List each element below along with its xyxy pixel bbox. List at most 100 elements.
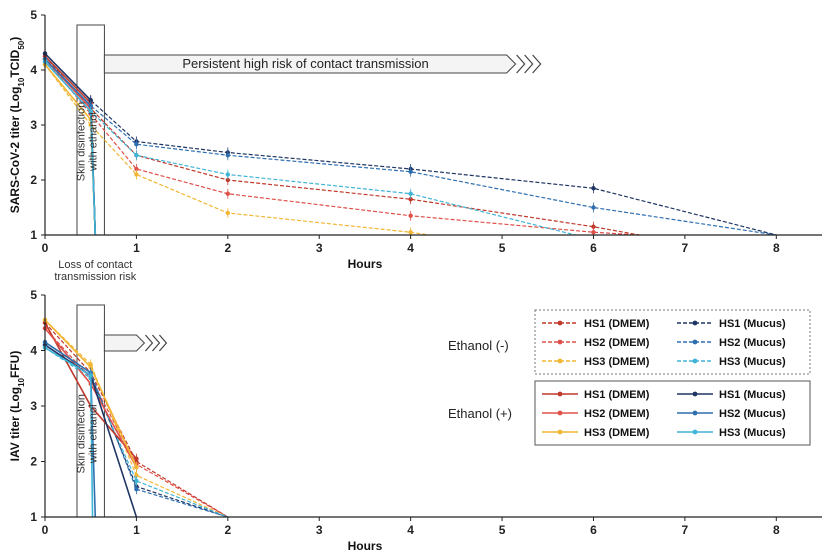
x-tick-label: 4 xyxy=(407,241,414,255)
data-point xyxy=(88,364,93,370)
x-axis-title: Hours xyxy=(348,257,383,271)
y-axis-title: IAV titer (Log10FFU) xyxy=(8,351,26,462)
data-point xyxy=(591,224,596,229)
data-point xyxy=(408,230,413,235)
chevron-icon xyxy=(151,334,161,352)
data-point xyxy=(591,230,596,235)
risk-banner-arrow xyxy=(103,334,146,352)
data-point xyxy=(134,456,139,461)
x-tick-label: 3 xyxy=(316,523,323,537)
x-tick-label: 0 xyxy=(42,523,49,537)
data-point xyxy=(408,197,413,202)
series-line xyxy=(44,58,777,236)
series-hs3-mucus--no-ethanol xyxy=(42,56,576,236)
y-tick-label: 3 xyxy=(30,118,37,132)
legend-label: HS1 (Mucus) xyxy=(719,389,786,401)
panel-b-series xyxy=(42,314,229,518)
x-tick-label: 0 xyxy=(42,241,49,255)
y-tick-label: 5 xyxy=(30,8,37,22)
chevron-icon xyxy=(144,334,154,352)
series-hs3-mucus--ethanol xyxy=(42,56,97,236)
data-point xyxy=(88,103,93,108)
data-point xyxy=(408,169,413,174)
x-tick-label: 4 xyxy=(407,523,414,537)
y-tick-label: 2 xyxy=(30,173,37,187)
legend-item: HS1 (Mucus) xyxy=(677,389,786,401)
legend-item: HS2 (DMEM) xyxy=(542,408,650,420)
legend-marker xyxy=(692,391,698,397)
data-point xyxy=(134,166,139,172)
legend-group-ethanol-plus: Ethanol (+) xyxy=(448,406,512,421)
series-line xyxy=(44,327,229,518)
legend-label: HS3 (DMEM) xyxy=(584,356,650,368)
data-point xyxy=(134,172,139,177)
legend-label: HS1 (DMEM) xyxy=(584,389,650,401)
legend-label: HS3 (DMEM) xyxy=(584,427,650,439)
series-line xyxy=(44,53,777,236)
disinfection-note-line2: with ethanol xyxy=(88,112,100,172)
panel-a-series xyxy=(42,48,777,238)
data-point xyxy=(134,478,139,484)
legend-marker xyxy=(557,320,563,326)
data-point xyxy=(134,473,139,478)
legend-item: HS2 (Mucus) xyxy=(677,337,786,349)
legend-item: HS1 (DMEM) xyxy=(542,318,650,330)
x-tick-label: 7 xyxy=(682,241,689,255)
x-tick-label: 1 xyxy=(133,523,140,537)
x-tick-label: 3 xyxy=(316,241,323,255)
chevron-icon xyxy=(158,334,168,352)
legend-marker xyxy=(557,391,563,397)
legend-item: HS1 (DMEM) xyxy=(542,389,650,401)
legend-item: HS2 (Mucus) xyxy=(677,408,786,420)
chevron-icon xyxy=(524,54,534,74)
legend-marker xyxy=(692,339,698,345)
data-point xyxy=(88,373,93,378)
chevron-icon xyxy=(532,54,542,74)
x-tick-label: 8 xyxy=(773,241,780,255)
data-point xyxy=(591,186,596,191)
x-tick-label: 6 xyxy=(590,241,597,255)
x-tick-label: 2 xyxy=(224,241,231,255)
legend-item: HS3 (DMEM) xyxy=(542,356,650,368)
x-axis-title: Hours xyxy=(348,539,383,553)
y-axis-title: SARS-CoV-2 titer (Log10TCID50) xyxy=(8,37,26,213)
legend-marker xyxy=(557,429,563,435)
data-point xyxy=(225,177,231,183)
loss-note-line2: transmission risk xyxy=(54,271,136,283)
series-line xyxy=(44,55,640,236)
data-point xyxy=(225,172,231,177)
legend-marker xyxy=(557,358,563,364)
x-tick-label: 5 xyxy=(499,523,506,537)
data-point xyxy=(591,205,596,210)
legend-label: HS3 (Mucus) xyxy=(719,356,786,368)
x-tick-label: 1 xyxy=(133,241,140,255)
series-line xyxy=(44,319,229,518)
legend-marker xyxy=(557,410,563,416)
data-point xyxy=(225,153,231,158)
legend-label: HS2 (DMEM) xyxy=(584,408,650,420)
data-point xyxy=(88,109,93,114)
legend-label: HS2 (DMEM) xyxy=(584,337,650,349)
disinfection-note-line2: with ethanol xyxy=(88,404,100,464)
legend-item: HS3 (DMEM) xyxy=(542,427,650,439)
legend-item: HS1 (Mucus) xyxy=(677,318,786,330)
series-hs1-mucus--no-ethanol xyxy=(42,48,777,236)
data-point xyxy=(408,191,413,196)
legend-item: HS3 (Mucus) xyxy=(677,356,786,368)
data-point xyxy=(134,142,139,147)
data-point xyxy=(134,464,139,470)
risk-banner-arrow xyxy=(103,54,517,74)
data-point xyxy=(134,153,139,158)
y-tick-label: 2 xyxy=(30,455,37,469)
banner-label: Persistent high risk of contact transmis… xyxy=(182,56,428,71)
y-tick-label: 5 xyxy=(30,288,37,302)
x-tick-label: 2 xyxy=(224,523,231,537)
loss-note-line1: Loss of contact xyxy=(58,259,132,271)
legend-marker xyxy=(692,358,698,364)
legend-label: HS1 (Mucus) xyxy=(719,318,786,330)
data-point xyxy=(88,98,93,103)
legend-item: HS3 (Mucus) xyxy=(677,427,786,439)
